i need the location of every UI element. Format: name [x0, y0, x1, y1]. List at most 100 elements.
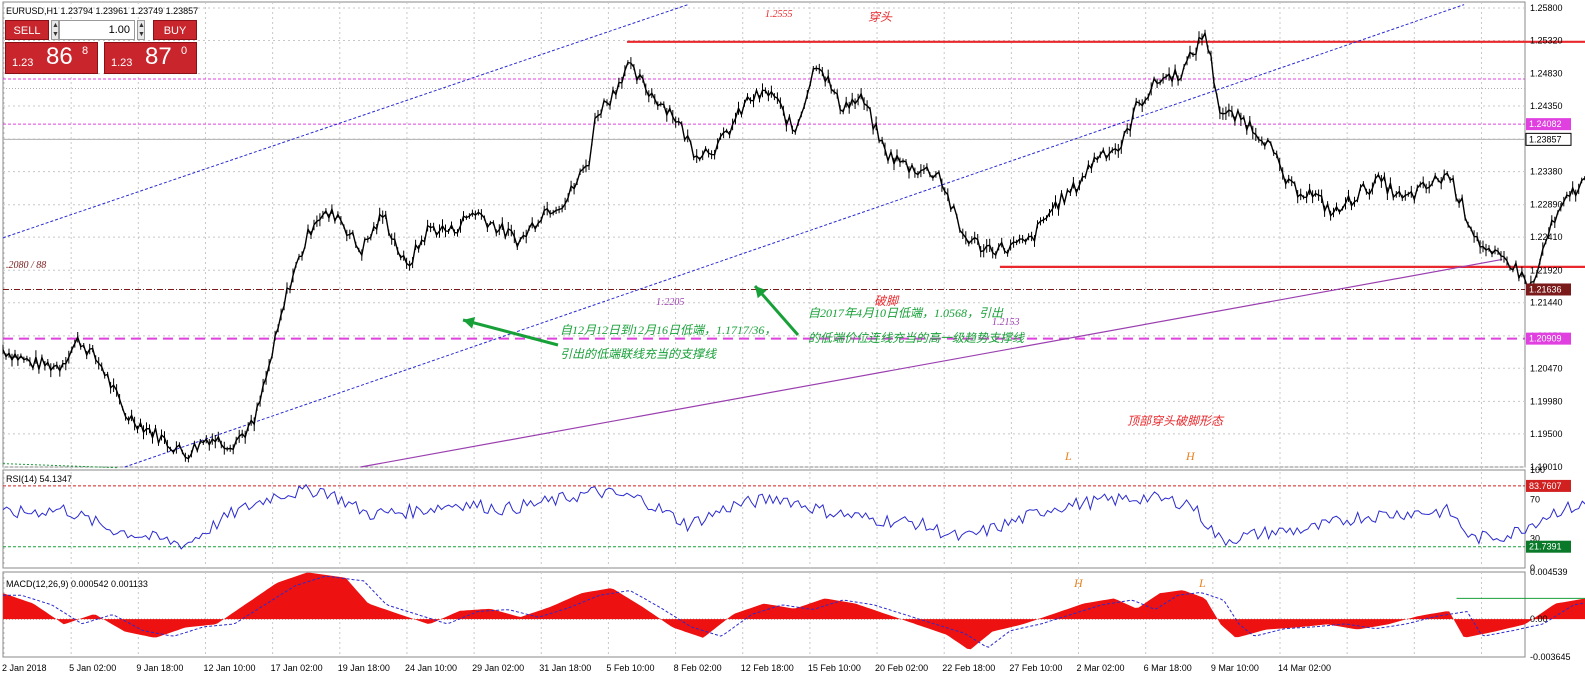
low2-price-label: 1.2153	[992, 317, 1020, 328]
axes: 2 Jan 2018 5 Jan 02:00 9 Jan 18:00 12 Jan 1…	[2, 3, 1572, 673]
note2-line2: 的低端价位连线充当的高一级趋势支撑线	[808, 331, 1025, 345]
rsi-level-label: 21.7391	[1529, 542, 1562, 552]
rsi-tick-label: 0	[1530, 563, 1535, 573]
x-tick-label: 6 Mar 18:00	[1144, 663, 1192, 673]
x-tick-label: 27 Feb 10:00	[1009, 663, 1062, 673]
triangle-up-icon[interactable]: ▲	[138, 22, 145, 29]
sell-price-main: 86	[46, 43, 73, 70]
panel-frame-0	[2, 1, 1526, 468]
major-trend-line	[360, 258, 1503, 468]
price-label-bg	[1526, 283, 1571, 296]
sell-button[interactable]: SELL	[5, 20, 49, 40]
price-label: 1.21636	[1529, 284, 1562, 294]
lot-size-input[interactable]	[59, 20, 135, 40]
x-tick-label: 12 Feb 18:00	[741, 663, 794, 673]
macd-H-label: H	[1073, 576, 1084, 590]
macd-title: MACD(12,26,9) 0.000542 0.001133	[6, 579, 148, 589]
x-tick-label: 22 Feb 18:00	[942, 663, 995, 673]
panel-frame-1	[2, 469, 1526, 569]
y-tick-label: 1.22890	[1530, 200, 1563, 210]
price-label: 1.23857	[1529, 134, 1562, 144]
channel-lower-line	[124, 4, 1465, 468]
macd-tick-label: -0.003645	[1530, 652, 1571, 662]
top-price-label: 1.2555	[765, 9, 793, 20]
x-tick-label: 12 Jan 10:00	[203, 663, 255, 673]
price-series	[2, 29, 1585, 463]
rsi-level-label-bg	[1526, 479, 1571, 492]
window-title: EURUSD,H1 1.23794 1.23961 1.23749 1.2385…	[6, 6, 198, 16]
note1-line2: 引出的低端联线充当的支撑线	[560, 347, 717, 361]
buy-price-sup: 0	[181, 45, 188, 57]
x-tick-label: 15 Feb 10:00	[808, 663, 861, 673]
buy-price-main: 87	[145, 43, 172, 70]
macd-histogram	[3, 572, 1585, 650]
x-tick-label: 29 Jan 02:00	[472, 663, 524, 673]
channel-upper-line	[2, 4, 689, 239]
sell-price-sup: 8	[82, 45, 89, 57]
macd-tick-label: 0.00	[1530, 614, 1548, 624]
bottom-green-line	[2, 463, 118, 469]
y-tick-label: 1.25800	[1530, 3, 1563, 13]
x-tick-label: 19 Jan 18:00	[338, 663, 390, 673]
y-tick-label: 1.24350	[1530, 101, 1563, 111]
top-pattern-label: 穿头	[868, 10, 893, 24]
price-line	[2, 30, 1585, 460]
low1-price-label: 1:2205	[656, 297, 684, 308]
one-click-trading-panel: SELL ▲ ▼ ▲ ▼ BUY 1.23 86 8 1.23 87 0	[5, 19, 197, 75]
note2-line1: 自2017年4月10日低端，1.0568，引出	[808, 306, 1004, 320]
bottom-pattern-label: 破脚	[874, 294, 900, 308]
x-tick-label: 9 Jan 18:00	[136, 663, 183, 673]
x-tick-label: 2 Mar 02:00	[1077, 663, 1125, 673]
left-level-label: .2080 / 88	[6, 260, 46, 271]
triangle-up-icon[interactable]: ▲	[52, 22, 59, 29]
note1-line1: 自12月12日到12月16日低端，1.1717/36，	[560, 323, 776, 337]
x-tick-label: 24 Jan 10:00	[405, 663, 457, 673]
rsi-tick-label: 30	[1530, 534, 1540, 544]
y-tick-label: 1.20470	[1530, 363, 1563, 373]
buy-price-prefix: 1.23	[111, 57, 133, 69]
lot-spinner[interactable]: ▲ ▼	[51, 20, 59, 40]
price-candles	[2, 29, 1585, 463]
macd-L-label: L	[1198, 576, 1206, 590]
rsi-H-label: H	[1185, 449, 1196, 463]
x-tick-label: 14 Mar 02:00	[1278, 663, 1331, 673]
lot-spinner-right[interactable]: ▲ ▼	[137, 20, 145, 40]
y-tick-label: 1.19500	[1530, 429, 1563, 439]
x-tick-label: 20 Feb 02:00	[875, 663, 928, 673]
pattern-title: 顶部穿头破脚形态	[1127, 414, 1225, 428]
rsi-level-label: 83.7607	[1529, 481, 1562, 491]
buy-price-display[interactable]: 1.23 87 0	[104, 42, 197, 74]
rsi-tick-label: 70	[1530, 494, 1540, 504]
buy-button[interactable]: BUY	[153, 20, 197, 40]
y-tick-label: 1.21920	[1530, 265, 1563, 275]
y-tick-label: 1.19010	[1530, 462, 1563, 472]
drawn-objects[interactable]	[2, 4, 1585, 469]
sell-price-display[interactable]: 1.23 86 8	[5, 42, 98, 74]
triangle-down-icon[interactable]: ▼	[138, 31, 145, 38]
x-tick-label: 31 Jan 18:00	[539, 663, 591, 673]
rsi-title: RSI(14) 54.1347	[6, 474, 72, 484]
macd-series	[3, 572, 1585, 650]
x-tick-label: 9 Mar 10:00	[1211, 663, 1259, 673]
rsi-level-label-bg	[1526, 540, 1571, 553]
price-label-bg	[1526, 332, 1571, 345]
rsi-series	[2, 483, 1585, 550]
rsi-tick-label: 100	[1530, 465, 1545, 475]
annotation-arrow-1-head	[463, 316, 476, 329]
x-tick-label: 17 Jan 02:00	[271, 663, 323, 673]
y-tick-label: 1.22410	[1530, 232, 1563, 242]
annotation-arrow-2-head	[755, 286, 767, 299]
sell-price-prefix: 1.23	[12, 57, 34, 69]
rsi-L-label: L	[1064, 449, 1072, 463]
price-label-bg	[1525, 132, 1572, 146]
macd-tick-label: 0.004539	[1530, 567, 1568, 577]
price-label-bg	[1526, 118, 1571, 131]
y-tick-label: 1.19980	[1530, 396, 1563, 406]
triangle-down-icon[interactable]: ▼	[52, 31, 59, 38]
x-tick-label: 2 Jan 2018	[2, 663, 47, 673]
macd-signal-line	[3, 575, 1585, 648]
x-tick-label: 5 Jan 02:00	[69, 663, 116, 673]
annotation-arrow-1	[462, 318, 559, 347]
